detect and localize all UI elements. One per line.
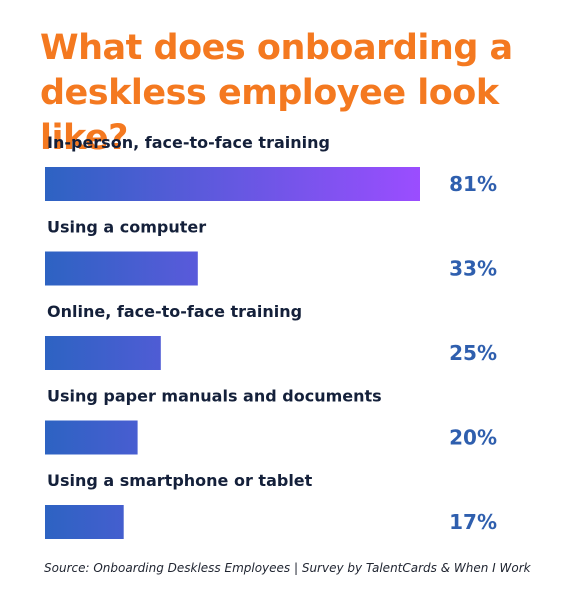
value-label: 17% xyxy=(449,510,497,534)
category-label: Online, face-to-face training xyxy=(47,302,302,321)
value-label: 25% xyxy=(449,341,497,365)
value-label: 33% xyxy=(449,257,497,281)
bar xyxy=(45,505,124,539)
source-note: Source: Onboarding Deskless Employees | … xyxy=(44,561,531,575)
bar xyxy=(45,251,198,286)
value-label: 81% xyxy=(449,172,497,196)
category-label: In-person, face-to-face training xyxy=(47,133,330,152)
bar xyxy=(45,336,161,370)
bars-layer: In-person, face-to-face training 81% Using… xyxy=(45,133,497,539)
category-label: Using a computer xyxy=(47,218,206,237)
bar xyxy=(45,420,138,455)
value-label: 20% xyxy=(449,426,497,450)
category-label: Using paper manuals and documents xyxy=(47,387,382,406)
chart-title: What does onboarding a deskless employee… xyxy=(40,28,513,158)
category-label: Using a smartphone or tablet xyxy=(47,471,313,490)
bar xyxy=(45,167,420,201)
